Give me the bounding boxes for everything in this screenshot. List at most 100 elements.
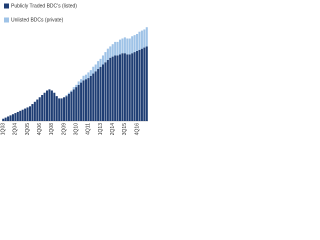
bar-segment bbox=[75, 84, 78, 88]
bar-segment bbox=[118, 54, 122, 121]
bar-segment bbox=[109, 46, 112, 58]
x-tick-label: 1Q13 bbox=[98, 123, 104, 135]
x-tick-label: 3Q05 bbox=[25, 123, 31, 135]
bar-segment bbox=[99, 66, 102, 121]
bar-segment bbox=[94, 71, 97, 121]
bar-segment bbox=[87, 72, 90, 79]
legend-label: Publicly Traded BDC's (listed) bbox=[11, 3, 77, 9]
bar-segment bbox=[21, 109, 24, 121]
bar-segment bbox=[60, 98, 63, 121]
x-tick-label: 4Q06 bbox=[37, 123, 43, 135]
bar-segment bbox=[36, 99, 39, 121]
bar-segment bbox=[33, 101, 36, 121]
bar-segment bbox=[19, 110, 22, 121]
bar-segment bbox=[63, 97, 66, 121]
bar-segment bbox=[75, 87, 78, 121]
bar-segment bbox=[106, 59, 109, 121]
x-tick-label: 3Q10 bbox=[74, 123, 80, 135]
bar-segment bbox=[28, 106, 32, 121]
bar-segment bbox=[43, 92, 46, 121]
bar-segment bbox=[94, 64, 97, 72]
bar-segment bbox=[2, 118, 5, 121]
bar-segment bbox=[104, 62, 107, 121]
bar-segment bbox=[72, 87, 75, 90]
bar-segment bbox=[53, 92, 56, 121]
bar-segment bbox=[109, 57, 112, 121]
bar-segment bbox=[101, 55, 105, 65]
bar-segment bbox=[48, 89, 51, 121]
bar-segment bbox=[133, 35, 136, 53]
bar-segment bbox=[84, 79, 87, 121]
bar-segment bbox=[121, 38, 124, 54]
bar-segment bbox=[92, 66, 95, 74]
page: 1Q03 2Q04 3Q05 4Q06 1Q08 2Q09 3Q10 4Q11 1Q13 2Q14… bbox=[0, 0, 150, 150]
bar-segment bbox=[26, 107, 29, 121]
bar-segment bbox=[67, 93, 70, 121]
bar-segment bbox=[106, 48, 109, 60]
bar-segment bbox=[128, 54, 131, 121]
bar-segment bbox=[145, 27, 148, 47]
bar-segment bbox=[133, 52, 136, 121]
bar-segment bbox=[143, 29, 146, 48]
bar-segment bbox=[140, 48, 143, 121]
bar-segment bbox=[111, 56, 114, 122]
bar-segment bbox=[143, 47, 146, 121]
bar-segment bbox=[111, 44, 114, 57]
bar-segment bbox=[89, 70, 92, 76]
bar-segment bbox=[121, 53, 124, 122]
x-tick-label: 4Q11 bbox=[86, 123, 92, 135]
bar-segment bbox=[9, 115, 12, 121]
bar-segment bbox=[7, 116, 10, 121]
bar-segment bbox=[131, 53, 134, 122]
x-tick-label: 1Q08 bbox=[49, 123, 55, 135]
bar-segment bbox=[116, 55, 119, 121]
bar-segment bbox=[87, 78, 90, 121]
bar-segment bbox=[126, 38, 129, 55]
bar-segment bbox=[77, 81, 80, 85]
bar-segment bbox=[82, 75, 85, 81]
legend-swatch bbox=[4, 17, 9, 23]
bar-segment bbox=[97, 61, 100, 70]
bar-segment bbox=[24, 108, 27, 121]
bar-segment bbox=[123, 53, 126, 122]
x-tick-label: 4Q16 bbox=[134, 123, 140, 135]
bar-segment bbox=[116, 41, 119, 56]
bar-segment bbox=[55, 96, 58, 121]
x-tick-label: 3Q15 bbox=[122, 123, 128, 135]
bar-segment bbox=[58, 98, 61, 121]
x-tick-label: 1Q03 bbox=[1, 123, 7, 135]
bar-segment bbox=[72, 89, 75, 121]
bar-segment bbox=[101, 64, 105, 121]
bar-segment bbox=[80, 82, 83, 121]
bar-segment bbox=[50, 90, 53, 121]
bar-segment bbox=[16, 111, 19, 121]
bar-segment bbox=[99, 58, 102, 67]
bar-segment bbox=[70, 91, 73, 121]
legend-label: Unlisted BDCs (private) bbox=[11, 17, 64, 23]
bar-segment bbox=[104, 52, 107, 63]
bar-segment bbox=[14, 113, 17, 121]
bar-segment bbox=[80, 79, 83, 83]
bar-segment bbox=[11, 114, 14, 121]
x-tick-label: 2Q14 bbox=[110, 123, 116, 135]
bar-segment bbox=[140, 30, 143, 49]
bar-segment bbox=[77, 84, 80, 121]
bar-segment bbox=[38, 97, 41, 121]
bar-segment bbox=[123, 37, 126, 54]
bar-segment bbox=[41, 95, 44, 121]
bar-segment bbox=[67, 92, 70, 94]
bar-segment bbox=[118, 39, 122, 55]
bar-segment bbox=[131, 36, 134, 54]
bar-segment bbox=[128, 38, 131, 55]
bar-segment bbox=[138, 49, 141, 122]
bar-segment bbox=[70, 90, 73, 92]
legend-swatch bbox=[4, 3, 9, 9]
bar-segment bbox=[84, 74, 87, 80]
bar-segment bbox=[65, 95, 68, 97]
bar-segment bbox=[114, 55, 117, 121]
bar-segment bbox=[82, 80, 85, 121]
bar-segment bbox=[136, 33, 139, 51]
x-tick-label: 2Q04 bbox=[13, 123, 19, 135]
bar-segment bbox=[114, 41, 117, 56]
chart: 1Q03 2Q04 3Q05 4Q06 1Q08 2Q09 3Q10 4Q11 1Q13 2Q14… bbox=[1, 3, 148, 135]
